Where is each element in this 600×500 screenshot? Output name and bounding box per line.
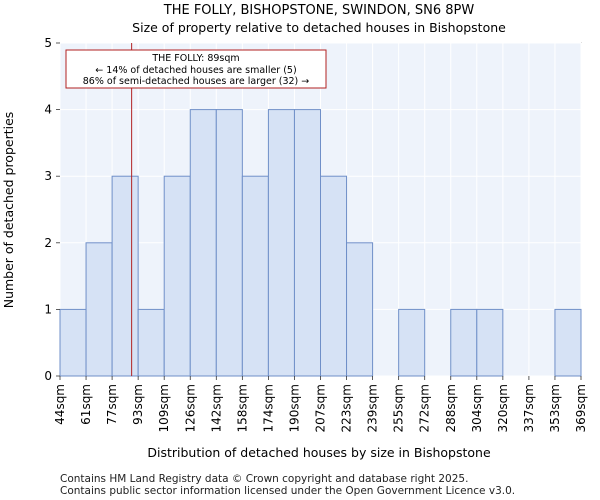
x-tick-label: 142sqm [209,384,223,432]
x-tick-label: 320sqm [496,384,510,432]
x-tick-label: 255sqm [392,384,406,432]
x-tick-label: 369sqm [574,384,588,432]
y-tick-label: 2 [44,236,52,250]
x-tick-label: 61sqm [79,384,93,425]
x-tick-label: 223sqm [340,384,354,432]
x-tick-label: 190sqm [287,384,301,432]
chart-subtitle: Size of property relative to detached ho… [132,20,506,35]
bar [241,175,269,377]
bar [137,308,165,377]
x-tick-label: 353sqm [548,384,562,432]
x-tick-label: 77sqm [105,384,119,425]
y-tick-label: 1 [44,302,52,316]
bar [111,175,139,377]
bars-group [59,109,582,377]
x-tick-label: 126sqm [183,384,197,432]
bar [320,175,348,377]
x-tick-label: 337sqm [522,384,536,432]
bar [476,308,504,377]
x-axis: 44sqm 61sqm 77sqm 93sqm 109sqm 126sqm 142sqm 15… [53,376,588,432]
x-tick-label: 158sqm [235,384,249,432]
annotation-box [65,49,327,89]
bar [163,175,191,377]
bar [450,308,478,377]
bar [59,308,87,377]
footer-line-1: Contains HM Land Registry data © Crown c… [60,473,468,485]
y-axis: 0 1 2 3 4 5 [44,36,60,383]
chart-title: THE FOLLY, BISHOPSTONE, SWINDON, SN6 8PW [163,3,475,18]
x-tick-label: 109sqm [157,384,171,432]
bar [554,308,582,377]
annotation-line-2: ← 14% of detached houses are smaller (5) [95,65,296,76]
bar [346,242,374,377]
y-tick-label: 0 [44,369,52,383]
annotation-line-1: THE FOLLY: 89sqm [151,53,239,64]
x-tick-label: 288sqm [444,384,458,432]
x-tick-label: 207sqm [314,384,328,432]
bar [398,308,426,377]
x-tick-label: 304sqm [470,384,484,432]
x-tick-label: 272sqm [418,384,432,432]
bar [85,242,113,377]
y-tick-label: 3 [44,169,52,183]
x-tick-label: 239sqm [366,384,380,432]
y-tick-label: 4 [44,103,52,117]
bar [215,109,243,377]
x-tick-label: 174sqm [261,384,275,432]
y-tick-label: 5 [44,36,52,50]
bar [189,109,217,377]
x-tick-label: 44sqm [53,384,67,425]
y-axis-label: Number of detached properties [1,112,16,309]
x-tick-label: 93sqm [131,384,145,425]
bar [293,109,322,377]
property-annotation: THE FOLLY: 89sqm ← 14% of detached house… [65,49,327,89]
bar [267,109,295,377]
annotation-line-3: 86% of semi-detached houses are larger (… [83,76,310,87]
x-axis-label: Distribution of detached houses by size … [147,445,491,460]
footer-line-2: Contains public sector information licen… [60,485,515,497]
